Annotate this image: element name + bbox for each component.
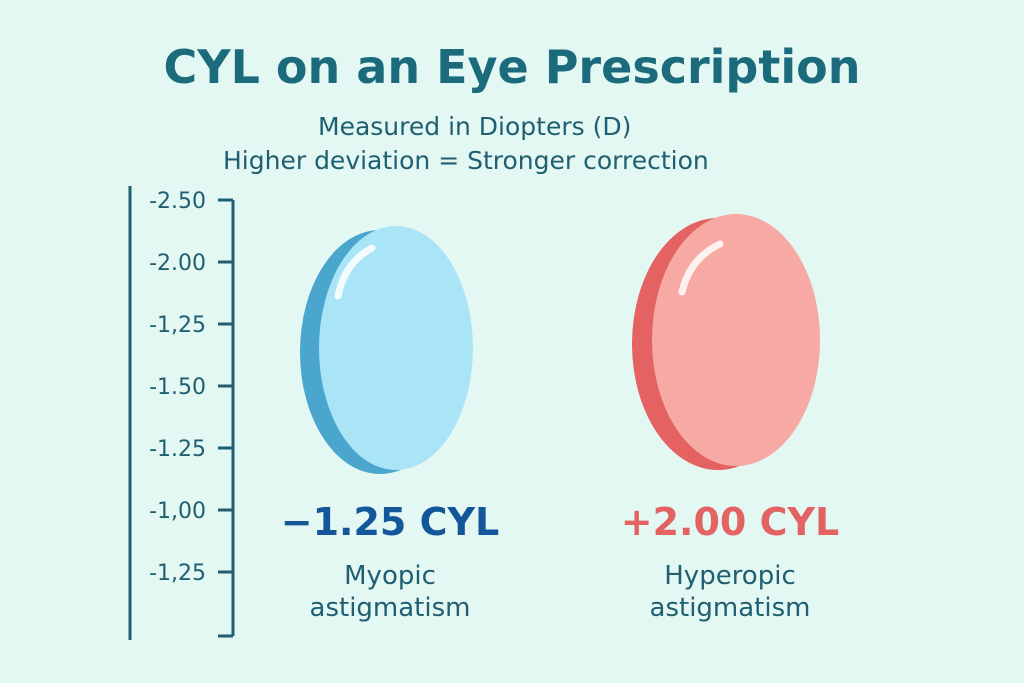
myopic-lens <box>300 226 473 474</box>
hyperopic-cyl-value: +2.00 CYL <box>620 500 840 544</box>
scale-tick-label: -1,25 <box>149 313 206 338</box>
myopic-lens-highlight <box>334 244 376 300</box>
myopic-label-line2: astigmatism <box>309 593 471 623</box>
scale-tick-label: -2.50 <box>149 189 206 214</box>
scale-tick-label: -1,25 <box>149 561 206 586</box>
myopic-cyl-value: −1.25 CYL <box>280 500 500 544</box>
scale-tick-label: -1,00 <box>149 499 206 524</box>
scale-tick-label: -1.50 <box>149 375 206 400</box>
myopic-lens-face <box>319 226 473 470</box>
scale-tick-label: -2.00 <box>149 251 206 276</box>
hyperopic-lens-face <box>652 214 820 466</box>
hyperopic-lens-highlight <box>678 240 724 296</box>
hyperopic-label: Hyperopic astigmatism <box>610 560 850 624</box>
scale-tick-label: -1.25 <box>149 437 206 462</box>
subtitle-explanation: Higher deviation = Stronger correction <box>223 146 709 175</box>
myopic-label: Myopic astigmatism <box>270 560 510 624</box>
myopic-label-line1: Myopic <box>344 561 436 591</box>
hyperopic-label-line1: Hyperopic <box>664 561 796 591</box>
hyperopic-label-line2: astigmatism <box>649 593 811 623</box>
subtitle-units: Measured in Diopters (D) <box>318 112 632 141</box>
hyperopic-lens <box>632 214 820 470</box>
page-title: CYL on an Eye Prescription <box>163 40 861 94</box>
